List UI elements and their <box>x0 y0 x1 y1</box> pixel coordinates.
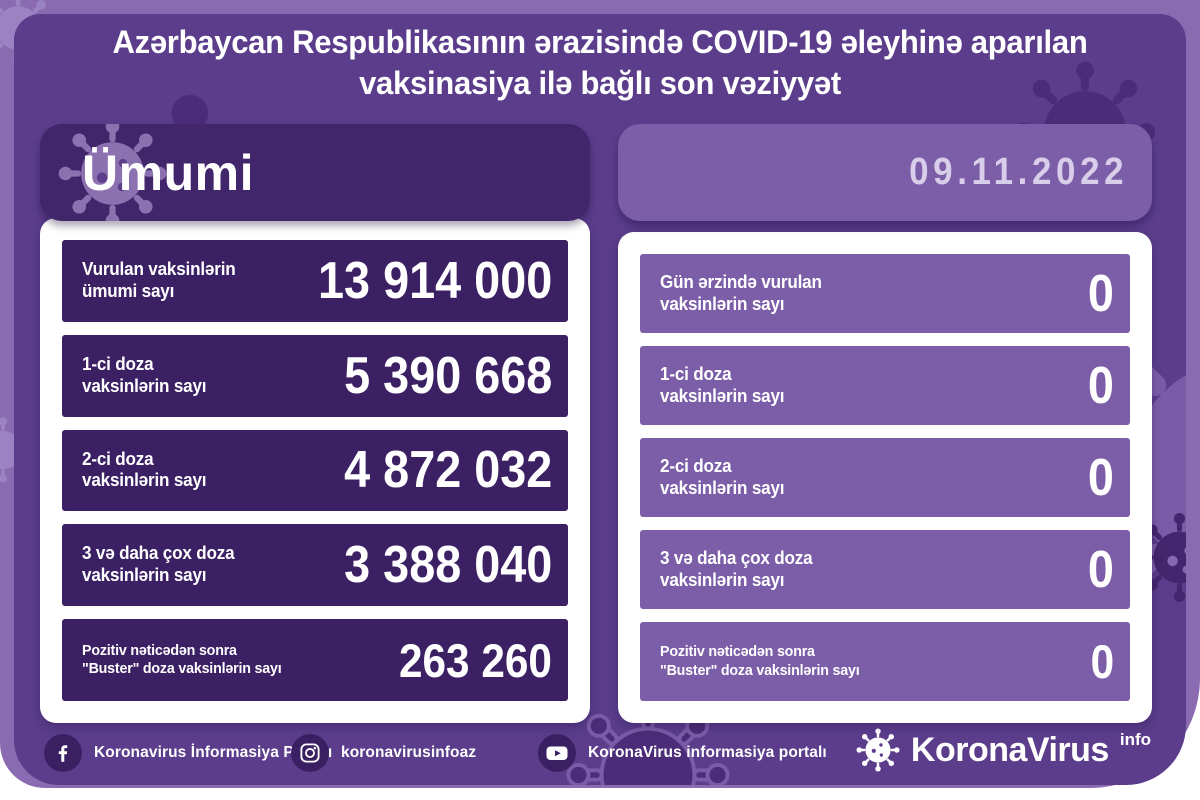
stat-row-booster: Pozitiv nəticədən sonra "Buster" doza vak… <box>62 619 568 701</box>
stat-value: 0 <box>1090 635 1114 688</box>
koronavirus-logo: KoronaVirus info <box>855 727 1151 779</box>
stat-row-daily-dose3plus: 3 və daha çox doza vaksinlərin sayı 0 <box>640 530 1130 609</box>
stat-value: 0 <box>1087 448 1114 507</box>
stat-label: Pozitiv nəticədən sonra <box>82 641 237 659</box>
facebook-icon <box>44 734 82 772</box>
stat-row-dose1: 1-ci doza vaksinlərin sayı 5 390 668 <box>62 334 568 417</box>
youtube-link[interactable]: KoronaVirus informasiya portalı <box>538 727 827 779</box>
youtube-label: KoronaVirus informasiya portalı <box>588 744 827 761</box>
stat-label: ümumi sayı <box>82 280 175 301</box>
stat-value: 0 <box>1087 264 1114 323</box>
left-panel-title: Ümumi <box>82 144 254 201</box>
stat-value: 0 <box>1087 356 1114 415</box>
stat-label: vaksinlərin sayı <box>82 375 207 396</box>
youtube-icon <box>538 734 576 772</box>
footer: Koronavirus İnformasiya Portalı koronavi… <box>14 727 1186 779</box>
stat-label: 3 və daha çox doza <box>660 547 813 568</box>
stat-value: 3 388 040 <box>343 536 552 595</box>
page-title: Azərbaycan Respublikasının ərazisində CO… <box>71 22 1128 104</box>
stat-row-daily-total: Gün ərzində vurulan vaksinlərin sayı 0 <box>640 254 1130 333</box>
date-badge: 09.11.2022 <box>618 124 1152 221</box>
stat-label: 2-ci doza <box>660 455 732 476</box>
stat-row-daily-booster: Pozitiv nəticədən sonra "Buster" doza vak… <box>640 622 1130 701</box>
stat-label: "Buster" doza vaksinlərin sayı <box>82 660 282 678</box>
stat-row-daily-dose2: 2-ci doza vaksinlərin sayı 0 <box>640 438 1130 517</box>
stat-value: 0 <box>1087 540 1114 599</box>
stat-label: vaksinlərin sayı <box>660 477 785 498</box>
logo-superscript: info <box>1119 730 1151 749</box>
totals-panel: Vurulan vaksinlərin ümumi sayı 13 914 000… <box>40 218 590 723</box>
stat-label: 3 və daha çox doza <box>82 543 235 564</box>
logo-text: KoronaVirus <box>910 731 1109 769</box>
stat-row-total: Vurulan vaksinlərin ümumi sayı 13 914 000 <box>62 240 568 322</box>
stat-label: vaksinlərin sayı <box>660 385 785 406</box>
facebook-label: Koronavirus İnformasiya Portalı <box>94 744 333 761</box>
stat-label: 2-ci doza <box>82 448 154 469</box>
facebook-link[interactable]: Koronavirus İnformasiya Portalı <box>44 727 332 779</box>
virus-icon <box>856 728 900 772</box>
stat-value: 263 260 <box>399 633 552 687</box>
left-panel-header: Ümumi <box>40 124 590 221</box>
instagram-label: koronavirusinfoaz <box>341 744 477 761</box>
stat-value: 5 390 668 <box>343 346 552 405</box>
title-line-1: Azərbaycan Respublikasının ərazisində CO… <box>112 24 1088 60</box>
stat-label: vaksinlərin sayı <box>82 565 207 586</box>
stat-label: Gün ərzində vurulan <box>660 271 822 292</box>
stat-label: 1-ci doza <box>82 353 154 374</box>
stat-row-dose3plus: 3 və daha çox doza vaksinlərin sayı 3 388… <box>62 524 568 607</box>
title-line-2: vaksinasiya ilə bağlı son vəziyyət <box>359 64 841 101</box>
daily-panel: Gün ərzində vurulan vaksinlərin sayı 0 1-… <box>618 232 1152 723</box>
stat-label: "Buster" doza vaksinlərin sayı <box>660 661 860 679</box>
stat-value: 13 914 000 <box>317 251 552 310</box>
instagram-icon <box>291 734 329 772</box>
report-date: 09.11.2022 <box>909 151 1129 193</box>
stat-label: vaksinlərin sayı <box>82 470 207 491</box>
stat-label: Vurulan vaksinlərin <box>82 258 236 279</box>
stat-value: 4 872 032 <box>343 441 552 500</box>
stat-row-dose2: 2-ci doza vaksinlərin sayı 4 872 032 <box>62 429 568 512</box>
stat-row-daily-dose1: 1-ci doza vaksinlərin sayı 0 <box>640 346 1130 425</box>
stat-label: 1-ci doza <box>660 363 732 384</box>
instagram-link[interactable]: koronavirusinfoaz <box>291 727 476 779</box>
stat-label: Pozitiv nəticədən sonra <box>660 643 815 661</box>
stat-label: vaksinlərin sayı <box>660 293 785 314</box>
stat-label: vaksinlərin sayı <box>660 569 785 590</box>
